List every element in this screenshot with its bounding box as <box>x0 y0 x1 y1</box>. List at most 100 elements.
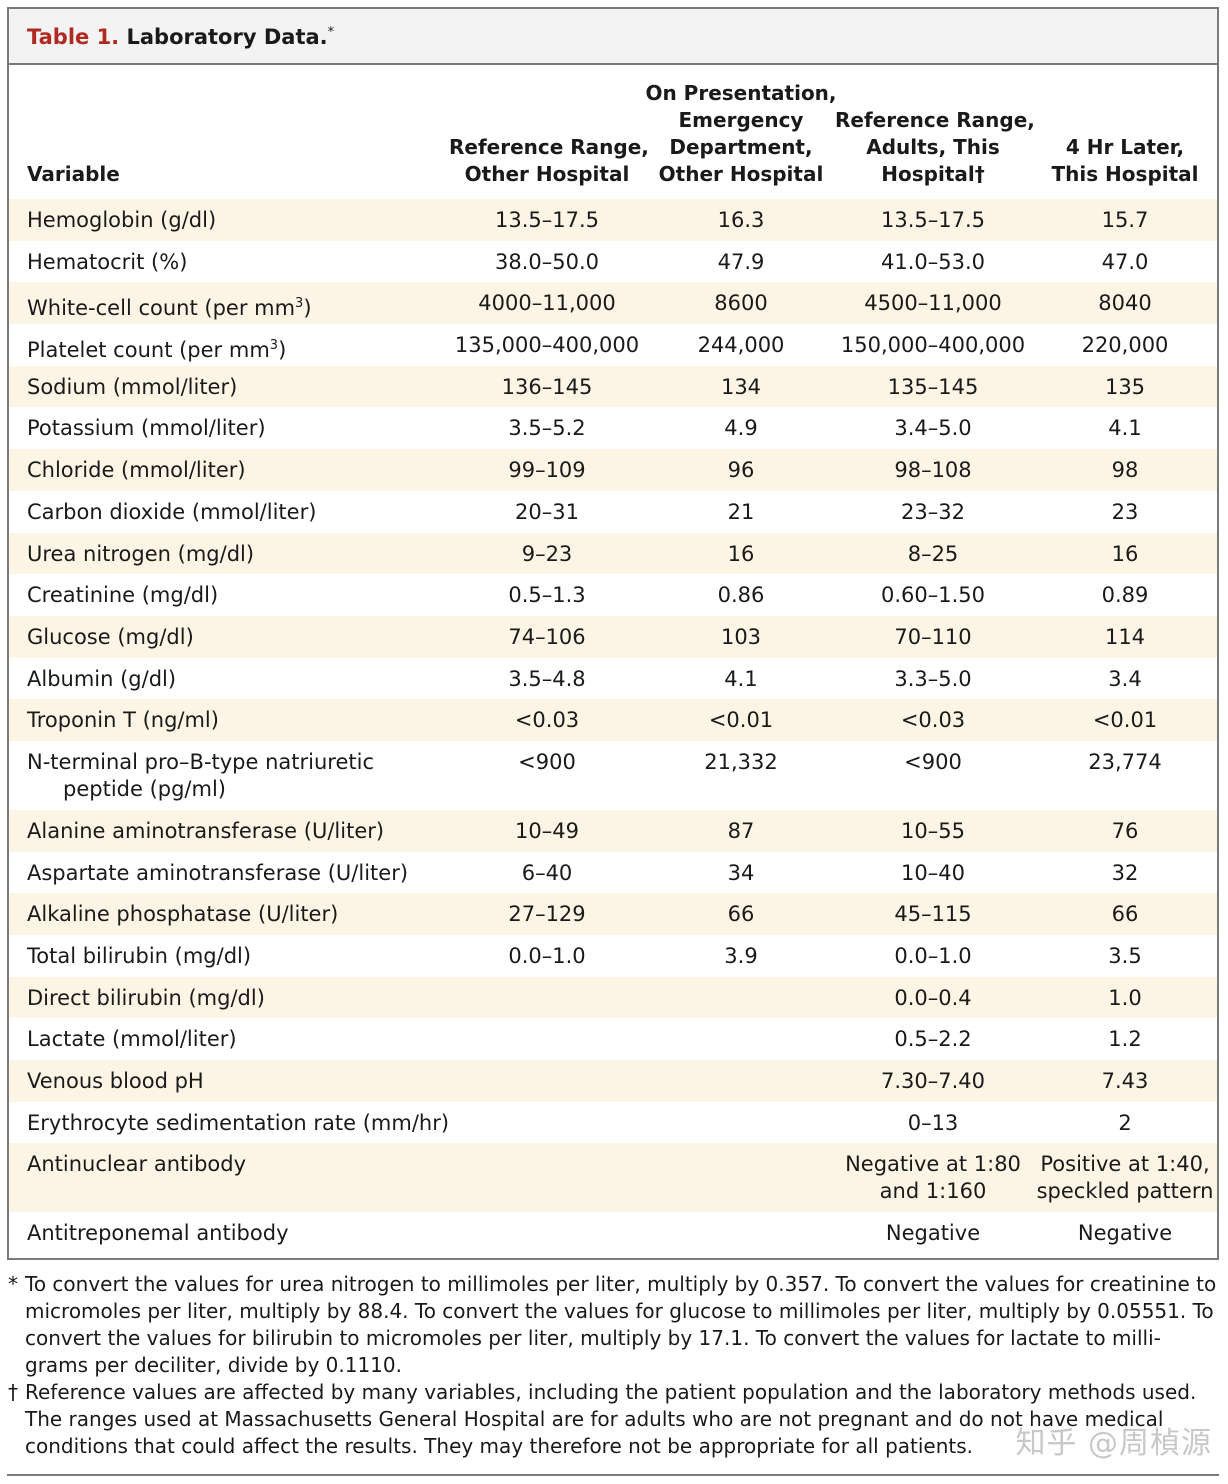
cell-ref-other: 74–106 <box>508 624 586 649</box>
cell-presentation: 3.9 <box>724 944 758 968</box>
cell-variable: Urea nitrogen (mg/dl) <box>27 541 255 566</box>
footnotes: * To convert the values for urea nitrogen… <box>8 1271 1220 1460</box>
table-row: Direct bilirubin (mg/dl) 0.0–0.4 1.0 <box>9 976 1217 1019</box>
cell-4hr-later: 114 <box>1104 624 1146 649</box>
table-row: N-terminal pro–B-type natriuretic peptide… <box>9 741 1217 810</box>
table-row: Chloride (mmol/liter) 99–109 96 98–108 98 <box>9 449 1217 491</box>
cell-variable: Lactate (mmol/liter) <box>27 1027 237 1052</box>
cell-variable: Aspartate aminotransferase (U/liter) <box>27 860 409 885</box>
table-row: White-cell count (per mm3) 4000–11,000 860… <box>9 282 1217 325</box>
cell-ref-this: Negative at 1:80 and 1:160 <box>845 1152 1021 1204</box>
cell-presentation: 47.9 <box>717 249 765 274</box>
cell-variable: Carbon dioxide (mmol/liter) <box>27 499 317 524</box>
table-row: Hematocrit (%) 38.0–50.0 47.9 41.0–53.0 47.0 <box>9 241 1217 283</box>
cell-ref-this: 135–145 <box>887 374 979 399</box>
cell-ref-other: 20–31 <box>515 499 579 524</box>
cell-ref-other: 27–129 <box>508 902 586 927</box>
cell-ref-other: 6–40 <box>521 860 573 885</box>
table-row: Aspartate aminotransferase (U/liter) 6–40… <box>9 852 1217 894</box>
table-title-text: Laboratory Data. <box>126 25 328 49</box>
cell-4hr-later: <0.01 <box>1092 708 1158 733</box>
cell-ref-this: 4500–11,000 <box>864 291 1002 316</box>
table-body: Hemoglobin (g/dl) 13.5–17.5 16.3 13.5–17.5 1… <box>9 199 1217 1254</box>
cell-ref-this: <900 <box>904 749 962 774</box>
header-4hr-later: 4 Hr Later, This Hospital <box>1051 135 1199 186</box>
cell-ref-this: Negative <box>885 1221 981 1246</box>
table-row: Erythrocyte sedimentation rate (mm/hr) 0–… <box>9 1102 1217 1144</box>
cell-presentation: <0.01 <box>708 708 774 733</box>
cell-ref-other: 3.5–4.8 <box>508 666 586 691</box>
cell-presentation: 66 <box>727 902 755 927</box>
cell-presentation: 87 <box>727 818 755 843</box>
cell-4hr-later: 4.1 <box>1108 416 1142 441</box>
footnote-text: To convert the values for urea nitrogen … <box>25 1272 1217 1377</box>
cell-ref-this: 98–108 <box>894 458 972 483</box>
cell-4hr-later: Positive at 1:40, speckled pattern <box>1036 1152 1214 1204</box>
cell-4hr-later: 66 <box>1111 902 1139 927</box>
cell-ref-this: 3.3–5.0 <box>894 666 972 691</box>
cell-4hr-later: 1.2 <box>1108 1027 1142 1052</box>
cell-presentation: 16 <box>727 541 755 566</box>
table-row: Alkaline phosphatase (U/liter) 27–129 66 45… <box>9 893 1217 935</box>
cell-ref-this: 10–55 <box>901 818 965 843</box>
cell-ref-this: 41.0–53.0 <box>880 249 985 274</box>
cell-4hr-later: 2 <box>1118 1110 1132 1135</box>
cell-4hr-later: 23,774 <box>1088 749 1162 774</box>
table-row: Total bilirubin (mg/dl) 0.0–1.0 3.9 0.0–1.0… <box>9 935 1217 977</box>
lab-data-table: Table 1. Laboratory Data.* Variable Refe… <box>7 7 1219 1260</box>
header-ref-this: Reference Range, Adults, This Hospital† <box>835 108 1035 186</box>
cell-variable: Chloride (mmol/liter) <box>27 458 246 483</box>
cell-4hr-later: 0.89 <box>1101 583 1149 608</box>
cell-variable: Antitreponemal antibody <box>27 1221 289 1246</box>
cell-ref-this: 150,000–400,000 <box>840 333 1026 358</box>
cell-variable: Erythrocyte sedimentation rate (mm/hr) <box>27 1110 450 1135</box>
cell-variable: Platelet count (per mm3) <box>27 338 287 363</box>
table-row: Hemoglobin (g/dl) 13.5–17.5 16.3 13.5–17.5 1… <box>9 199 1217 241</box>
table-row: Sodium (mmol/liter) 136–145 134 135–145 135 <box>9 365 1217 408</box>
cell-presentation: 244,000 <box>697 333 785 358</box>
cell-presentation: 0.86 <box>717 583 765 608</box>
cell-ref-this: 0–13 <box>907 1110 959 1135</box>
cell-variable: Troponin T (ng/ml) <box>27 708 219 733</box>
cell-4hr-later: 3.5 <box>1108 944 1142 968</box>
cell-presentation: 134 <box>720 374 762 399</box>
table-row: Potassium (mmol/liter) 3.5–5.2 4.9 3.4–5.0 4… <box>9 407 1217 449</box>
cell-ref-this: 0.5–2.2 <box>894 1027 972 1052</box>
cell-variable: Antinuclear antibody <box>27 1152 247 1177</box>
cell-presentation: 96 <box>727 458 755 483</box>
cell-variable: N-terminal pro–B-type natriuretic peptide… <box>27 749 375 801</box>
cell-ref-this: 23–32 <box>901 499 965 524</box>
cell-ref-other: 13.5–17.5 <box>494 208 599 232</box>
cell-variable: Creatinine (mg/dl) <box>27 583 219 608</box>
cell-4hr-later: 220,000 <box>1081 333 1169 358</box>
cell-ref-this: 13.5–17.5 <box>880 208 985 232</box>
cell-ref-this: <0.03 <box>900 708 966 733</box>
cell-4hr-later: 135 <box>1104 374 1146 399</box>
cell-ref-this: 0.0–1.0 <box>894 944 972 968</box>
table-row: Carbon dioxide (mmol/liter) 20–31 21 23–32 2… <box>9 491 1217 533</box>
cell-variable: White-cell count (per mm3) <box>27 296 312 321</box>
cell-ref-other: 99–109 <box>508 458 586 483</box>
cell-variable: Total bilirubin (mg/dl) <box>27 944 252 968</box>
table-row: Lactate (mmol/liter) 0.5–2.2 1.2 <box>9 1018 1217 1060</box>
table-row: Troponin T (ng/ml) <0.03 <0.01 <0.03 <0.01 <box>9 699 1217 741</box>
cell-presentation: 4.1 <box>724 666 758 691</box>
cell-ref-other: 0.0–1.0 <box>508 944 586 968</box>
cell-4hr-later: 76 <box>1111 818 1139 843</box>
footnote-mark: † <box>8 1380 18 1404</box>
cell-ref-other: 10–49 <box>515 818 579 843</box>
cell-variable: Direct bilirubin (mg/dl) <box>27 985 265 1010</box>
watermark: 知乎 @周楨源 <box>1015 1426 1212 1461</box>
cell-4hr-later: 15.7 <box>1101 208 1149 232</box>
table-number: Table 1. <box>27 25 120 49</box>
cell-ref-other: <900 <box>518 749 576 774</box>
cell-ref-this: 8–25 <box>907 541 959 566</box>
footnote-mark: * <box>8 1272 18 1296</box>
cell-ref-this: 0.60–1.50 <box>880 583 985 608</box>
cell-variable: Hematocrit (%) <box>27 249 188 274</box>
table-row: Albumin (g/dl) 3.5–4.8 4.1 3.3–5.0 3.4 <box>9 658 1217 700</box>
cell-ref-other: <0.03 <box>514 708 580 733</box>
cell-variable: Venous blood pH <box>27 1069 204 1094</box>
table-row: Urea nitrogen (mg/dl) 9–23 16 8–25 16 <box>9 532 1217 575</box>
cell-4hr-later: 98 <box>1111 458 1139 483</box>
